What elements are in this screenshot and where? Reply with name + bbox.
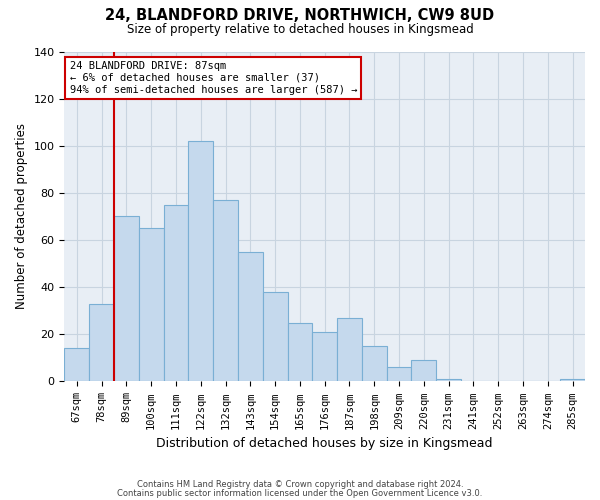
Text: Size of property relative to detached houses in Kingsmead: Size of property relative to detached ho… [127, 22, 473, 36]
Bar [89, 304, 114, 382]
Bar [386, 368, 412, 382]
Text: Contains HM Land Registry data © Crown copyright and database right 2024.: Contains HM Land Registry data © Crown c… [137, 480, 463, 489]
Bar [164, 204, 188, 382]
Text: 24, BLANDFORD DRIVE, NORTHWICH, CW9 8UD: 24, BLANDFORD DRIVE, NORTHWICH, CW9 8UD [106, 8, 494, 22]
Bar [287, 322, 313, 382]
Bar [238, 252, 263, 382]
Bar [436, 379, 461, 382]
Bar [412, 360, 436, 382]
Bar [114, 216, 139, 382]
Bar [139, 228, 164, 382]
Bar [188, 141, 213, 382]
Bar [263, 292, 287, 382]
Bar [64, 348, 89, 382]
Bar [213, 200, 238, 382]
Bar [313, 332, 337, 382]
Bar [337, 318, 362, 382]
Text: 24 BLANDFORD DRIVE: 87sqm
← 6% of detached houses are smaller (37)
94% of semi-d: 24 BLANDFORD DRIVE: 87sqm ← 6% of detach… [70, 62, 357, 94]
Bar [362, 346, 386, 382]
X-axis label: Distribution of detached houses by size in Kingsmead: Distribution of detached houses by size … [157, 437, 493, 450]
Y-axis label: Number of detached properties: Number of detached properties [15, 124, 28, 310]
Text: Contains public sector information licensed under the Open Government Licence v3: Contains public sector information licen… [118, 488, 482, 498]
Bar [560, 379, 585, 382]
